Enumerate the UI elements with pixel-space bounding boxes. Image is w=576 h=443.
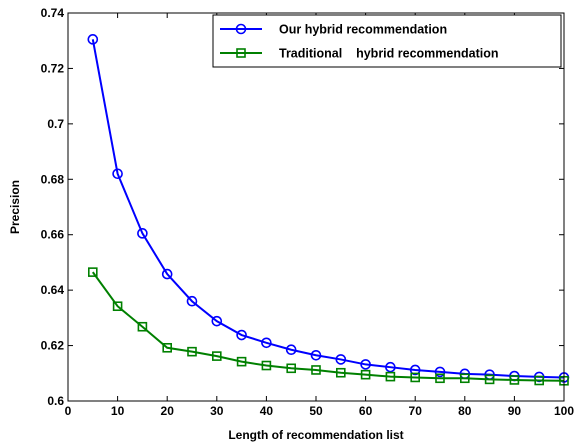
data-point — [186, 295, 198, 307]
y-tick-label: 0.72 — [41, 61, 65, 75]
data-point — [261, 337, 272, 349]
data-point — [88, 267, 98, 277]
data-point — [484, 374, 495, 385]
data-point — [459, 373, 470, 384]
data-point — [509, 375, 520, 385]
x-tick-label: 80 — [458, 404, 472, 418]
y-tick-label: 0.74 — [41, 6, 65, 20]
data-point — [360, 359, 371, 370]
data-point — [236, 329, 247, 341]
data-point — [409, 364, 421, 376]
data-point — [385, 361, 396, 373]
x-tick-label: 70 — [409, 404, 423, 418]
x-tick-label: 90 — [508, 404, 522, 418]
data-point — [187, 346, 197, 357]
legend-label: Traditional hybrid recommendation — [279, 47, 498, 61]
data-point — [212, 351, 222, 361]
data-point — [261, 360, 272, 371]
y-tick-label: 0.68 — [41, 172, 65, 186]
x-axis-label: Length of recommendation list — [228, 428, 403, 442]
x-tick-label: 0 — [65, 404, 72, 418]
x-tick-label: 50 — [309, 404, 323, 418]
data-point — [410, 372, 421, 383]
data-point — [434, 366, 446, 378]
plot-frame — [67, 12, 565, 402]
x-tick-label: 100 — [554, 404, 574, 418]
data-point — [311, 365, 321, 375]
data-point — [385, 371, 396, 382]
y-tick-label: 0.64 — [41, 283, 65, 297]
x-tick-label: 40 — [260, 404, 274, 418]
data-point — [112, 168, 123, 180]
y-tick-label: 0.7 — [47, 117, 64, 131]
legend-box — [212, 14, 562, 68]
data-point — [286, 363, 297, 374]
data-point — [162, 342, 172, 353]
legend-marker — [236, 48, 246, 58]
data-point — [335, 367, 346, 378]
data-point — [435, 373, 445, 384]
data-point — [285, 344, 297, 356]
y-tick-label: 0.6 — [47, 394, 64, 408]
data-point — [211, 315, 223, 327]
data-point — [360, 369, 371, 380]
data-point — [112, 301, 123, 312]
legend-marker — [235, 23, 247, 35]
data-point — [161, 268, 173, 280]
y-tick-label: 0.62 — [41, 339, 65, 353]
data-point — [87, 34, 99, 45]
data-point — [236, 356, 247, 367]
x-tick-label: 30 — [210, 404, 224, 418]
data-point — [335, 354, 347, 365]
legend: Our hybrid recommendation Traditional hyb… — [212, 14, 562, 68]
axis-ticks: 0 10 20 30 40 50 60 70 80 90 100 0.6 0.62 0.64 0.66 0.6… — [41, 6, 575, 418]
y-axis-label: Precision — [8, 180, 22, 234]
x-tick-label: 10 — [111, 404, 125, 418]
data-point — [137, 321, 148, 332]
x-tick-label: 60 — [359, 404, 373, 418]
plot-area-background — [68, 13, 564, 401]
legend-label: Our hybrid recommendation — [279, 23, 447, 37]
x-tick-label: 20 — [161, 404, 175, 418]
data-point — [310, 349, 322, 361]
y-tick-label: 0.66 — [41, 228, 65, 242]
data-point — [137, 228, 148, 239]
data-point — [534, 375, 545, 386]
